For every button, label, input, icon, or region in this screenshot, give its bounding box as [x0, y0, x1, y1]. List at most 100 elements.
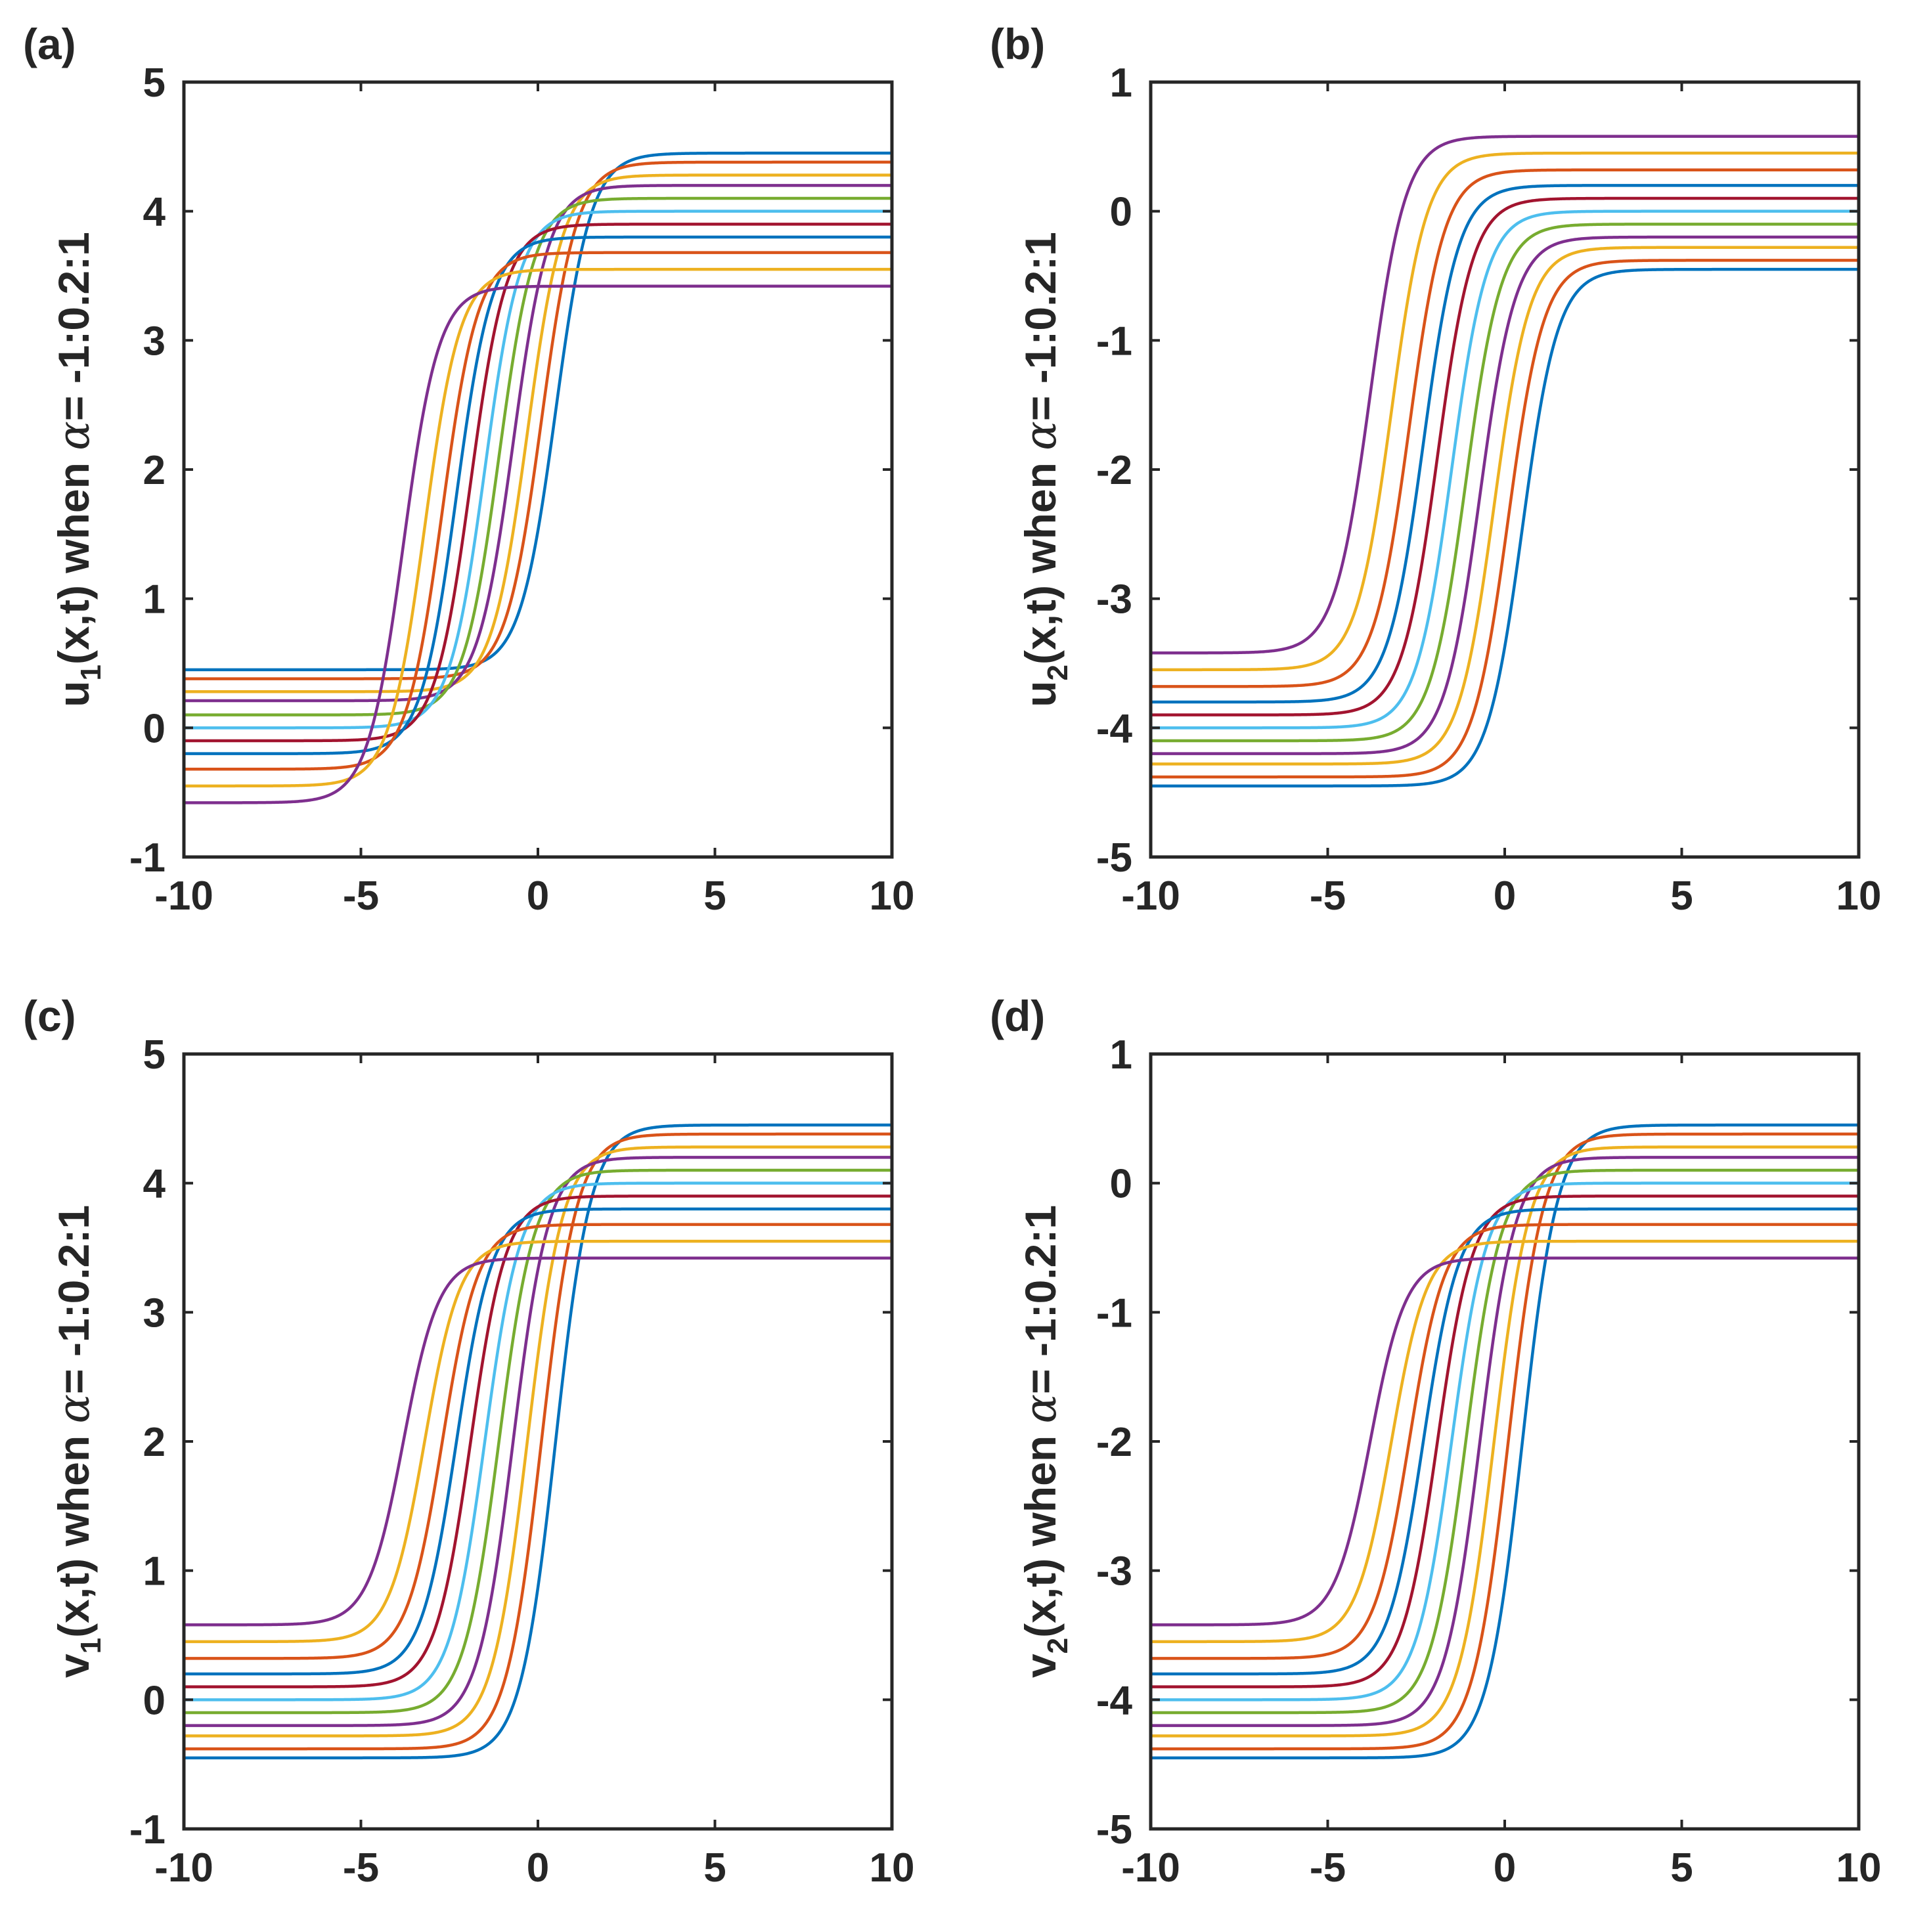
y-tick-label: -5	[1096, 1807, 1132, 1853]
y-tick-label: 5	[143, 1032, 166, 1078]
y-axis-label: v1(x,t) when α= -1:0.2:1	[49, 1205, 107, 1678]
y-tick-label: -4	[1096, 706, 1133, 751]
y-tick-label: 1	[143, 1549, 166, 1594]
x-tick-label: -10	[154, 1845, 213, 1891]
series-line-0	[1151, 1123, 1859, 1760]
series-line-0	[184, 1123, 892, 1760]
x-tick-label: -10	[1121, 1845, 1180, 1891]
panel-d: -10 -5 0 5 10-5-4-3-2-101(d)v2(x,t) when α= …	[990, 992, 1881, 1891]
x-tick-label: -5	[343, 873, 379, 919]
series-line-7	[1151, 184, 1859, 704]
series-line-1	[1151, 1132, 1859, 1751]
y-tick-label: 2	[143, 448, 166, 493]
series-line-1	[184, 1132, 892, 1751]
series-line-7	[1151, 1207, 1859, 1676]
panel-label: (a)	[23, 20, 76, 68]
series-line-10	[1151, 135, 1859, 655]
x-tick-label: -5	[1310, 873, 1346, 919]
series-line-9	[1151, 1239, 1859, 1644]
series-line-6	[184, 1195, 892, 1688]
x-tick-label: 5	[1670, 1845, 1693, 1891]
series-line-2	[184, 1145, 892, 1738]
y-tick-label: 1	[1110, 1032, 1132, 1078]
y-tick-label: -1	[1096, 1290, 1132, 1336]
x-tick-label: 0	[527, 873, 549, 919]
y-tick-label: -2	[1096, 1420, 1132, 1465]
x-tick-label: -10	[154, 873, 213, 919]
x-tick-label: 0	[527, 1845, 549, 1891]
y-tick-label: -1	[129, 835, 166, 881]
x-tick-label: -5	[343, 1845, 379, 1891]
series-line-3	[1151, 235, 1859, 755]
series-line-8	[1151, 1223, 1859, 1660]
y-tick-label: -1	[1096, 318, 1132, 364]
y-tick-label: -5	[1096, 835, 1132, 881]
y-tick-label: 0	[1110, 190, 1132, 235]
series-line-8	[1151, 168, 1859, 688]
y-tick-label: 0	[143, 706, 166, 751]
y-tick-label: 3	[143, 318, 166, 364]
series-line-2	[1151, 1145, 1859, 1738]
y-tick-label: 2	[143, 1420, 166, 1465]
x-tick-label: 5	[1670, 873, 1693, 919]
series-line-7	[184, 1207, 892, 1676]
series-line-5	[1151, 209, 1859, 730]
series-line-10	[184, 1256, 892, 1627]
series-line-9	[184, 1239, 892, 1644]
series-line-3	[1151, 1156, 1859, 1727]
series-line-3	[184, 1156, 892, 1727]
y-tick-label: -2	[1096, 448, 1132, 493]
series-group	[184, 1123, 892, 1760]
y-tick-label: -4	[1096, 1678, 1133, 1723]
x-tick-label: 5	[703, 1845, 726, 1891]
series-line-1	[184, 160, 892, 680]
panel-label: (d)	[990, 992, 1045, 1040]
x-tick-label: 10	[870, 1845, 915, 1891]
y-tick-label: 0	[143, 1678, 166, 1723]
series-line-8	[184, 1223, 892, 1660]
y-axis-label: u1(x,t) when α= -1:0.2:1	[49, 232, 107, 707]
series-line-0	[184, 151, 892, 672]
y-tick-label: -3	[1096, 1549, 1132, 1594]
x-tick-label: -10	[1121, 873, 1180, 919]
series-line-6	[184, 223, 892, 743]
series-group	[1151, 135, 1859, 788]
series-line-6	[1151, 1195, 1859, 1688]
series-line-6	[1151, 196, 1859, 716]
series-line-5	[184, 1181, 892, 1701]
x-tick-label: 10	[1836, 873, 1882, 919]
y-tick-label: 3	[143, 1290, 166, 1336]
x-tick-label: 10	[870, 873, 915, 919]
series-line-10	[1151, 1256, 1859, 1627]
series-group	[184, 151, 892, 804]
y-tick-label: 4	[143, 190, 166, 235]
y-tick-label: 5	[143, 60, 166, 106]
series-line-4	[184, 196, 892, 716]
x-tick-label: -5	[1310, 1845, 1346, 1891]
series-line-2	[1151, 246, 1859, 766]
y-tick-label: 4	[143, 1162, 166, 1207]
series-line-0	[1151, 267, 1859, 788]
y-axis-label: u2(x,t) when α= -1:0.2:1	[1015, 232, 1074, 707]
panel-label: (b)	[990, 20, 1045, 68]
series-line-4	[1151, 1168, 1859, 1715]
x-tick-label: 0	[1494, 1845, 1516, 1891]
series-line-7	[184, 235, 892, 755]
series-line-9	[1151, 151, 1859, 672]
x-tick-label: 0	[1494, 873, 1516, 919]
panel-label: (c)	[23, 992, 76, 1040]
panel-b: -10 -5 0 5 10-5-4-3-2-101(b)u2(x,t) when α= …	[990, 20, 1881, 919]
y-tick-label: 0	[1110, 1162, 1132, 1207]
series-line-2	[184, 173, 892, 693]
series-line-4	[184, 1168, 892, 1715]
series-line-5	[1151, 1181, 1859, 1701]
series-line-8	[184, 251, 892, 771]
y-tick-label: 1	[1110, 60, 1132, 106]
y-tick-label: 1	[143, 577, 166, 623]
x-tick-label: 5	[703, 873, 726, 919]
y-tick-label: -3	[1096, 577, 1132, 623]
series-line-1	[1151, 259, 1859, 779]
